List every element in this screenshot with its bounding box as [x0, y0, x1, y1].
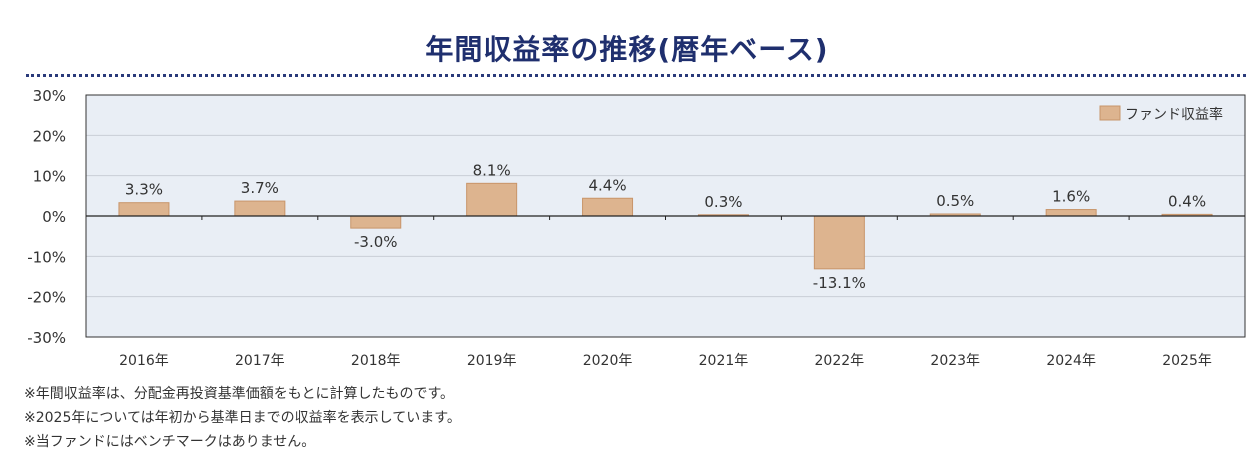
y-tick-label: -10%	[27, 248, 66, 266]
x-tick-label: 2020年	[583, 353, 633, 369]
legend-label: ファンド収益率	[1125, 106, 1223, 123]
x-tick-label: 2018年	[351, 353, 401, 369]
x-tick-label: 2024年	[1046, 353, 1096, 369]
y-tick-label: 0%	[42, 208, 66, 226]
bar	[350, 215, 402, 229]
bar	[466, 182, 518, 217]
data-label: -13.1%	[813, 274, 866, 292]
plot-band-positive	[86, 95, 1245, 216]
x-tick-label: 2016年	[119, 353, 169, 369]
legend-swatch	[1099, 105, 1121, 121]
bar	[582, 197, 634, 217]
x-tick-label: 2019年	[467, 353, 517, 369]
plot-band-negative	[86, 216, 1245, 337]
data-label: 0.3%	[704, 193, 742, 211]
chart-title: 年間収益率の推移(暦年ベース)	[425, 33, 829, 66]
x-tick-label: 2021年	[699, 353, 749, 369]
data-label: 3.3%	[125, 181, 163, 199]
bar-chart: 30% 20% 10% 0% -10% -20% -30% 3.3% 2016年 3.7% 2017…	[27, 87, 1246, 369]
bar	[813, 215, 865, 270]
y-tick-label: -20%	[27, 289, 66, 307]
data-label: 4.4%	[588, 176, 626, 194]
footnote-2: ※2025年については年初から基準日までの収益率を表示しています。	[24, 410, 461, 426]
footnote-3: ※当ファンドにはベンチマークはありません。	[24, 434, 316, 450]
y-tick-label: 20%	[33, 127, 66, 145]
x-tick-label: 2022年	[815, 353, 865, 369]
footnote-1: ※年間収益率は、分配金再投資基準価額をもとに計算したものです。	[24, 386, 455, 402]
data-label: 3.7%	[241, 179, 279, 197]
x-tick-label: 2017年	[235, 353, 285, 369]
y-tick-label: 30%	[33, 87, 66, 105]
data-label: -3.0%	[354, 233, 398, 251]
footnotes: ※年間収益率は、分配金再投資基準価額をもとに計算したものです。 ※2025年につ…	[24, 382, 461, 454]
data-label: 0.4%	[1168, 192, 1206, 210]
data-label: 1.6%	[1052, 188, 1090, 206]
data-label: 0.5%	[936, 192, 974, 210]
y-tick-label: 10%	[33, 168, 66, 186]
y-tick-label: -30%	[27, 329, 66, 347]
x-tick-label: 2025年	[1162, 353, 1212, 369]
x-tick-label: 2023年	[930, 353, 980, 369]
bar	[1045, 209, 1097, 217]
bar	[118, 202, 170, 217]
title-divider	[26, 74, 1246, 77]
bar	[234, 200, 286, 217]
data-label: 8.1%	[473, 161, 511, 179]
